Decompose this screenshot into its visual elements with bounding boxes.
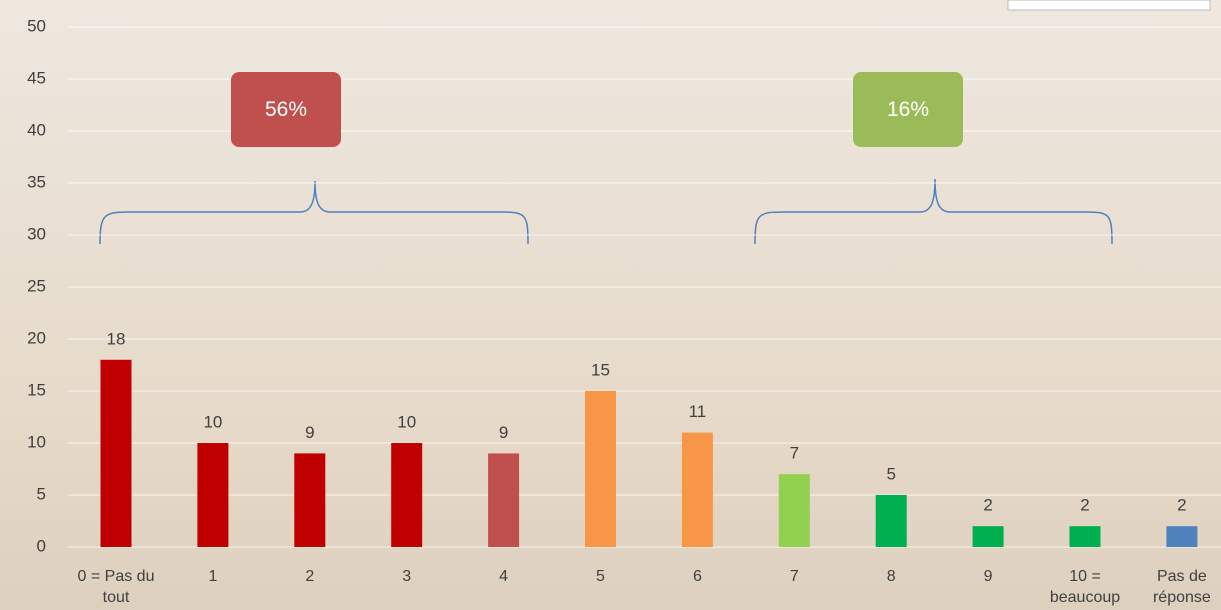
annotation: 56%: [231, 72, 341, 147]
bar: [778, 474, 810, 547]
brace: [99, 180, 529, 245]
value-label: 7: [790, 444, 799, 463]
x-tick-label: 2: [305, 568, 315, 585]
x-tick-label: 5: [596, 568, 605, 585]
bar: [391, 443, 423, 547]
value-label: 15: [591, 360, 610, 379]
value-label: 2: [1177, 496, 1186, 515]
bar: [972, 526, 1004, 547]
bar: [1166, 526, 1198, 547]
value-label: 9: [305, 423, 314, 442]
y-tick-label: 10: [27, 432, 46, 451]
y-tick-label: 50: [27, 16, 46, 35]
annotation: 16%: [853, 72, 963, 147]
bar: [488, 453, 520, 547]
x-tick-label: 9: [983, 568, 993, 585]
y-tick-label: 45: [27, 68, 46, 87]
value-label: 5: [886, 464, 895, 483]
y-tick-label: 5: [37, 484, 46, 503]
brace: [754, 178, 1113, 245]
value-label: 10: [397, 412, 416, 431]
value-label: 10: [203, 412, 222, 431]
y-tick-label: 15: [27, 380, 46, 399]
x-tick-label: 10 = beaucoup: [1049, 568, 1121, 606]
x-tick-label: 8: [886, 568, 896, 585]
bar: [1069, 526, 1101, 547]
y-tick-label: 20: [27, 328, 46, 347]
y-tick-label: 35: [27, 172, 46, 191]
value-label: 11: [689, 402, 707, 421]
x-tick-label: 4: [499, 568, 509, 585]
bar: [294, 453, 326, 547]
x-tick-label: 3: [402, 568, 412, 585]
x-tick-label: Pas de réponse: [1152, 568, 1211, 606]
y-tick-label: 30: [27, 224, 46, 243]
value-label: 2: [983, 496, 992, 515]
x-tick-label: 1: [208, 568, 218, 585]
bar: [100, 359, 132, 547]
bar: [875, 495, 907, 547]
x-tick-label: 0 = Pas du tout: [77, 568, 155, 606]
bar: [681, 432, 713, 547]
y-tick-label: 0: [37, 536, 46, 555]
bar: [197, 443, 229, 547]
y-tick-label: 25: [27, 276, 46, 295]
x-tick-label: 6: [692, 568, 702, 585]
value-label: 9: [499, 423, 508, 442]
box: [1007, 0, 1211, 11]
x-tick-label: 7: [789, 568, 799, 585]
value-label: 18: [107, 329, 126, 348]
y-tick-label: 40: [27, 120, 46, 139]
bar: [585, 391, 616, 547]
value-label: 2: [1080, 496, 1089, 515]
